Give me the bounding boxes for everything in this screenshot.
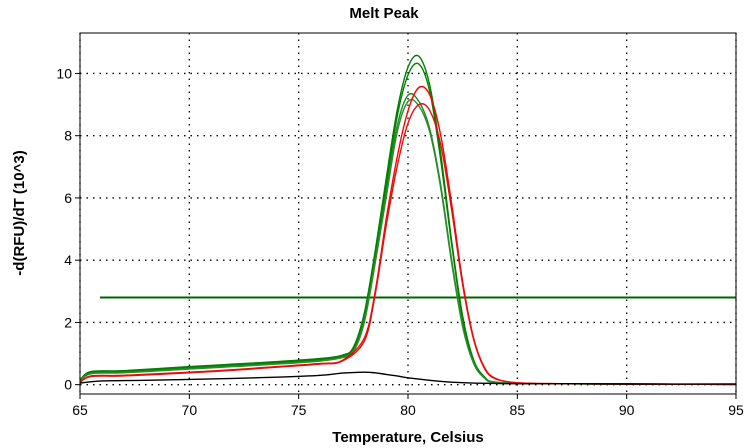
chart-title: Melt Peak [349,5,419,22]
x-tick-label: 65 [72,402,88,418]
series-red-2 [79,103,737,386]
x-tick-label: 70 [182,402,198,418]
x-tick-label: 80 [400,402,416,418]
x-axis-label: Temperature, Celsius [332,429,483,446]
y-axis-label: -d(RFU)/dT (10^3) [11,150,28,275]
y-tick-label: 8 [64,128,72,144]
y-tick-label: 6 [64,190,72,206]
x-tick-label: 75 [291,402,307,418]
axis-ticks: 65 70 75 80 85 90 95 0 2 4 6 8 10 [56,65,744,418]
x-tick-label: 90 [619,402,635,418]
y-tick-label: 4 [64,252,72,268]
grid [79,33,737,394]
series-green-4 [79,98,737,386]
plot-frame [79,32,737,395]
series-black-control [79,371,737,385]
series-lines [79,54,737,386]
y-tick-label: 2 [64,314,72,330]
x-tick-label: 95 [728,402,744,418]
y-tick-label: 0 [64,377,72,393]
y-tick-label: 10 [56,65,72,81]
x-tick-label: 85 [510,402,526,418]
